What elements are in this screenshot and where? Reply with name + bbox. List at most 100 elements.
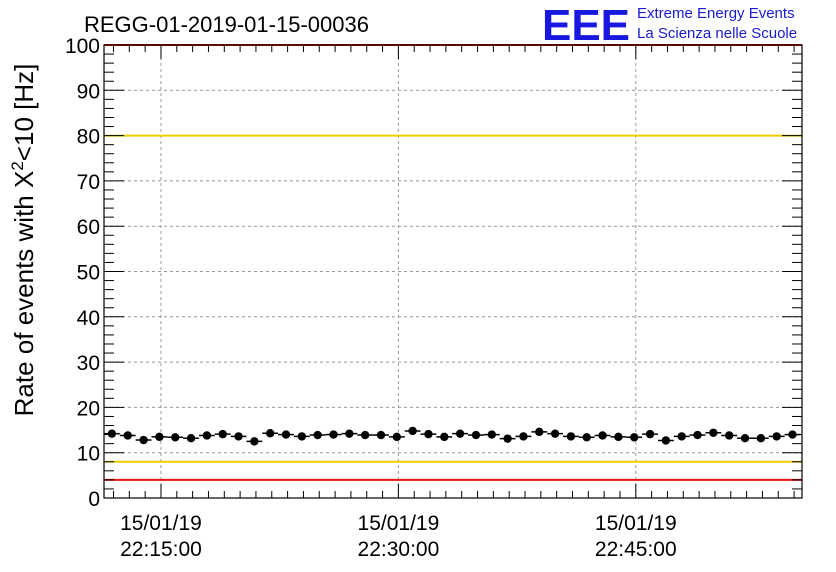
data-point-marker (567, 432, 575, 440)
data-point-marker (393, 433, 401, 441)
data-point (421, 430, 437, 438)
data-point-marker (298, 432, 306, 440)
data-point-marker (266, 429, 274, 437)
data-point (753, 434, 769, 442)
data-point (262, 429, 278, 437)
data-point-marker (377, 431, 385, 439)
x-tick-time: 22:30:00 (358, 538, 440, 561)
y-tick-label: 10 (77, 443, 100, 466)
data-point (563, 432, 579, 440)
data-point-marker (282, 430, 290, 438)
data-point-marker (345, 429, 353, 437)
y-tick-label: 20 (77, 397, 100, 420)
data-point-marker (171, 433, 179, 441)
data-point (104, 429, 120, 437)
data-point (721, 431, 737, 439)
data-point (436, 433, 452, 441)
data-point (642, 430, 658, 438)
data-point (373, 431, 389, 439)
data-point (405, 427, 421, 435)
data-point (547, 429, 563, 437)
data-point (326, 430, 342, 438)
data-point (516, 432, 532, 440)
data-point-marker (155, 433, 163, 441)
chart-title: REGG-01-2019-01-15-00036 (84, 12, 369, 37)
y-axis-label-tail: <10 [Hz] (9, 64, 39, 162)
data-point (120, 431, 136, 439)
data-point-marker (187, 434, 195, 442)
data-point-marker (630, 433, 638, 441)
data-point (531, 428, 547, 436)
eee-logo-line2: La Scienza nelle Scuole (637, 25, 797, 42)
y-tick-label: 90 (77, 80, 100, 103)
eee-logo-mark: EEE (542, 1, 630, 50)
data-point (769, 432, 785, 440)
x-tick-labels: 15/01/19 22:15:00 15/01/19 22:30:00 15/01/19… (120, 512, 677, 561)
data-point-marker (124, 431, 132, 439)
data-point (357, 431, 373, 439)
data-point (737, 434, 753, 442)
data-point (610, 433, 626, 441)
data-point-marker (725, 431, 733, 439)
data-point-marker (741, 434, 749, 442)
data-point-marker (456, 429, 464, 437)
data-point-marker (250, 437, 258, 445)
y-axis-label-main: Rate of events with X (9, 171, 39, 417)
eee-logo-line1: Extreme Energy Events (637, 5, 795, 22)
data-point (231, 432, 247, 440)
data-point (278, 430, 294, 438)
data-point-marker (678, 432, 686, 440)
data-point-marker (693, 431, 701, 439)
x-tick-date: 15/01/19 (595, 512, 677, 535)
data-point (595, 431, 611, 439)
data-point (199, 431, 215, 439)
y-axis-label-sup: 2 (8, 161, 27, 170)
data-point (151, 433, 167, 441)
data-point-marker (583, 433, 591, 441)
data-point (484, 430, 500, 438)
data-point-marker (519, 432, 527, 440)
data-point (310, 431, 326, 439)
y-tick-label: 50 (77, 262, 100, 285)
data-point (674, 432, 690, 440)
data-point-marker (551, 429, 559, 437)
x-tick-time: 22:45:00 (595, 538, 677, 561)
data-point (389, 433, 405, 441)
data-point-marker (424, 430, 432, 438)
data-point-marker (219, 430, 227, 438)
data-point-marker (440, 433, 448, 441)
data-point (579, 433, 595, 441)
data-point (183, 434, 199, 442)
y-tick-label: 80 (77, 126, 100, 149)
data-point-marker (503, 434, 511, 442)
x-tick-date: 15/01/19 (120, 512, 202, 535)
y-tick-labels: 0 10 20 30 40 50 60 70 80 90 100 (65, 35, 100, 511)
x-tick-time: 22:15:00 (120, 538, 202, 561)
data-point-marker (757, 434, 765, 442)
x-tick-date: 15/01/19 (358, 512, 440, 535)
data-point-marker (108, 429, 116, 437)
data-point (468, 431, 484, 439)
y-axis-label: Rate of events with X2<10 [Hz] (8, 64, 39, 417)
data-point (341, 429, 357, 437)
data-point (167, 433, 183, 441)
data-point (658, 436, 674, 444)
y-tick-label: 60 (77, 216, 100, 239)
reference-lines (104, 45, 802, 480)
y-tick-label: 100 (65, 35, 100, 58)
data-point-marker (709, 429, 717, 437)
data-point-marker (772, 432, 780, 440)
data-point (215, 430, 231, 438)
data-point (626, 433, 642, 441)
chart: REGG-01-2019-01-15-00036 EEE Extreme Ene… (0, 0, 836, 572)
eee-logo: EEE Extreme Energy Events La Scienza nel… (542, 1, 797, 50)
data-point-marker (646, 430, 654, 438)
data-points (104, 427, 800, 446)
data-point-marker (408, 427, 416, 435)
data-point (690, 431, 706, 439)
y-tick-label: 0 (88, 488, 100, 511)
data-point (500, 434, 516, 442)
data-point-marker (139, 436, 147, 444)
data-point-marker (313, 431, 321, 439)
data-point-marker (234, 432, 242, 440)
